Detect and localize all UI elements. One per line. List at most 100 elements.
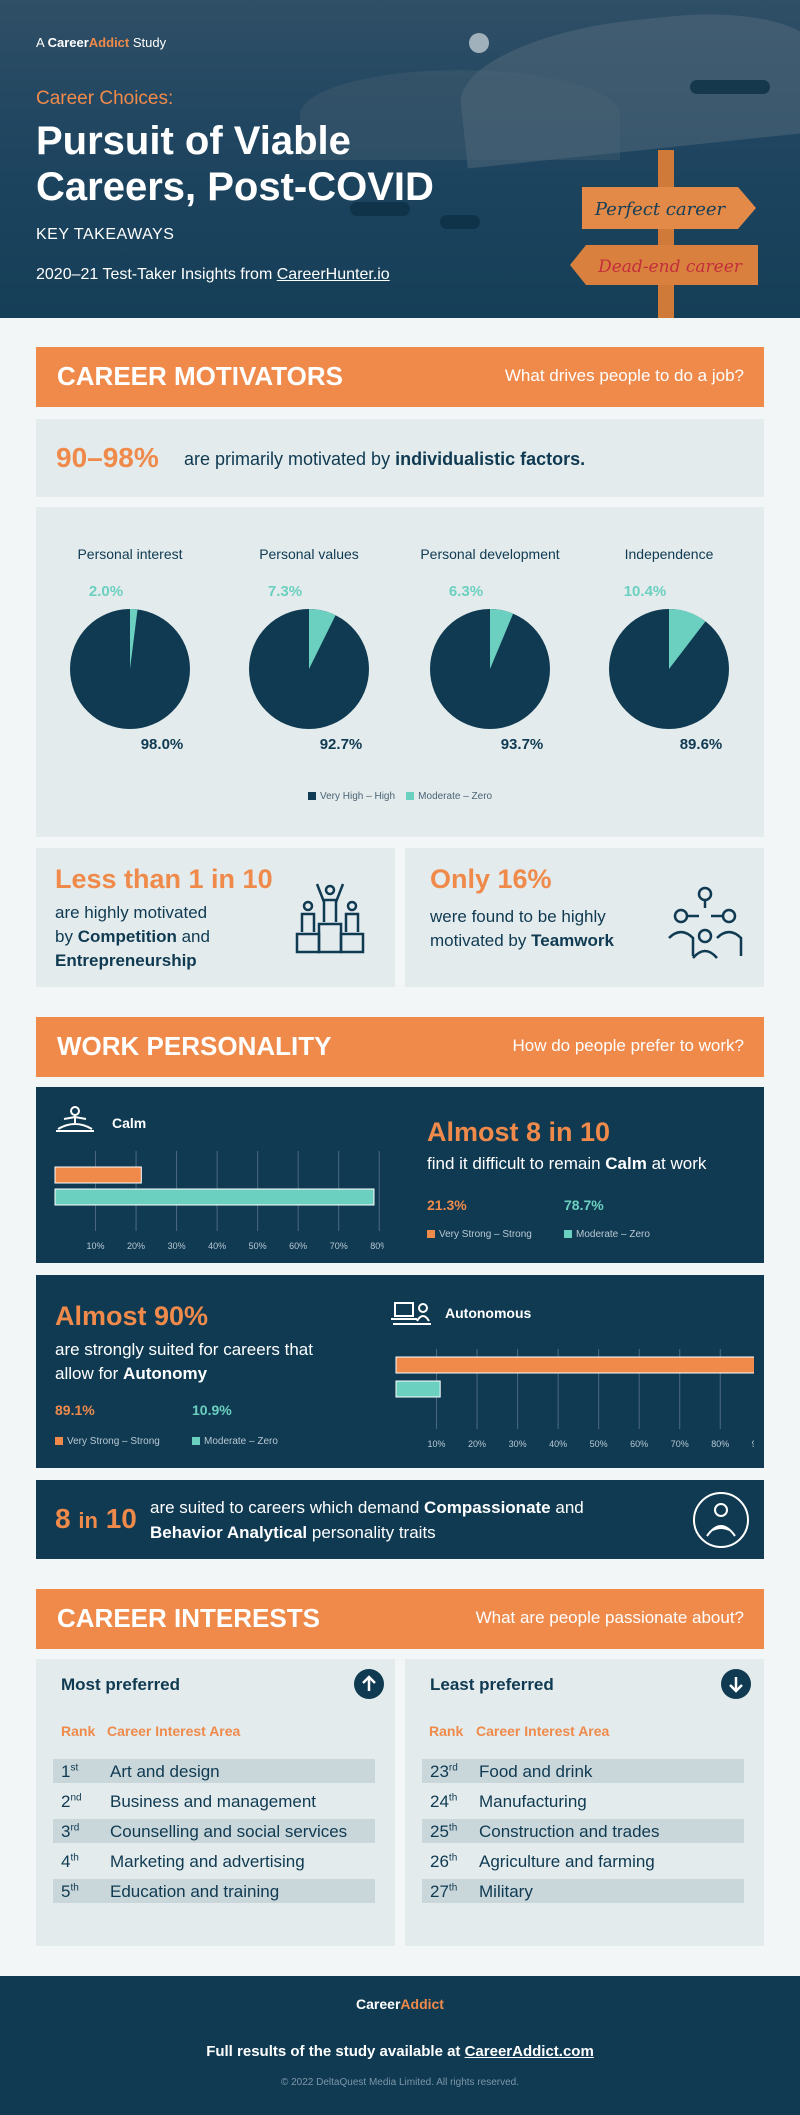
comp-stat: 8 in 10 — [55, 1503, 137, 1535]
competition-panel: Less than 1 in 10 are highly motivated b… — [36, 848, 395, 987]
rank-cell: 2nd — [61, 1792, 82, 1812]
mountain-shape — [300, 70, 620, 160]
section-question: How do people prefer to work? — [512, 1036, 744, 1055]
calm-legend-moderate: Moderate – Zero — [564, 1229, 650, 1240]
cloud-shape — [440, 215, 480, 229]
x-tick-label: 80% — [711, 1439, 729, 1449]
rank-number: 24 — [430, 1792, 449, 1811]
comp-text: are suited to careers which demand Compa… — [150, 1495, 670, 1545]
stat-number: 90–98% — [56, 442, 159, 473]
legend-swatch — [308, 792, 316, 800]
rank-suffix: th — [448, 1852, 458, 1864]
section-title: CAREER INTERESTS — [57, 1603, 320, 1633]
least-preferred-panel: Least preferred Rank Career Interest Are… — [405, 1659, 764, 1946]
careeraddict-link[interactable]: CareerAddict.com — [464, 2043, 594, 2060]
pie-legend: Very High – High Moderate – Zero — [308, 791, 492, 802]
auto-value-strong: 89.1% — [55, 1402, 95, 1418]
calm-text-bold: Calm — [605, 1154, 647, 1173]
auto-value-moderate: 10.9% — [192, 1402, 232, 1418]
rank-number: 2 — [61, 1792, 71, 1811]
pie-slice-minor — [490, 609, 514, 669]
calm-bar-chart: 10%20%30%40%50%60%70%80%90% — [54, 1151, 384, 1251]
rank-cell: 3rd — [61, 1822, 79, 1842]
x-tick-label: 50% — [249, 1241, 267, 1251]
rank-number: 27 — [430, 1882, 449, 1901]
less-line1: are highly motivated — [55, 903, 208, 922]
hero-header: A CareerAddict Study Career Choices: Pur… — [0, 0, 800, 318]
rank-cell: 26th — [430, 1852, 457, 1872]
auto-text: are strongly suited for careers that all… — [55, 1338, 313, 1386]
rank-cell: 24th — [430, 1792, 457, 1812]
pie-title: Personal interest — [77, 546, 182, 562]
calm-text-pre: find it difficult to remain — [427, 1154, 601, 1173]
stat-text-bold: individualistic factors. — [395, 449, 586, 469]
pie-title: Personal development — [420, 546, 559, 562]
x-tick-label: 20% — [468, 1439, 486, 1449]
calm-panel: Calm 10%20%30%40%50%60%70%80%90% Almost … — [36, 1087, 764, 1263]
meditation-icon — [56, 1106, 94, 1132]
table-row: 27th Military — [422, 1879, 744, 1903]
table-row: 26th Agriculture and farming — [422, 1849, 744, 1873]
careerhunter-link[interactable]: CareerHunter.io — [276, 266, 390, 283]
legend-swatch — [564, 1230, 572, 1238]
x-tick-label: 40% — [549, 1439, 567, 1449]
comp-pre: are suited to careers which demand — [150, 1498, 420, 1517]
table-row: 4th Marketing and advertising — [53, 1849, 375, 1873]
calm-legend-strong: Very Strong – Strong — [427, 1229, 532, 1240]
x-tick-label: 60% — [630, 1439, 648, 1449]
less-title: Less than 1 in 10 — [55, 864, 273, 894]
teamwork-panel: Only 16% were found to be highly motivat… — [405, 848, 764, 987]
legend-swatch — [427, 1230, 435, 1238]
area-cell: Counselling and social services — [110, 1822, 348, 1841]
x-tick-label: 10% — [428, 1439, 446, 1449]
most-preferred-panel: Most preferred Rank Career Interest Area… — [36, 1659, 395, 1946]
area-cell: Agriculture and farming — [479, 1852, 655, 1871]
compassion-panel: 8 in 10 are suited to careers which dema… — [36, 1480, 764, 1559]
rank-suffix: th — [448, 1822, 458, 1834]
autonomy-bar-chart: 10% 20% 30% 40% 50% 60% 70% 80% 90% — [395, 1349, 754, 1449]
footer-line: Full results of the study available at C… — [0, 2043, 800, 2060]
pie-label-minor: 2.0% — [89, 583, 123, 600]
rank-cell: 1st — [61, 1762, 78, 1782]
subtitle: KEY TAKEAWAYS — [36, 226, 175, 243]
rank-cell: 4th — [61, 1852, 79, 1872]
footer: CareerAddict Full results of the study a… — [0, 1976, 800, 2115]
legend-label: Moderate – Zero — [576, 1229, 650, 1240]
rank-suffix: th — [448, 1882, 458, 1894]
auto-line2-bold: Autonomy — [123, 1364, 208, 1383]
pie-charts-panel: Personal interest 2.0% 98.0% Personal value… — [36, 507, 764, 837]
stat-text: are primarily motivated by individualist… — [184, 449, 585, 470]
legend-label: Very High – High — [320, 791, 396, 802]
auto-legend-moderate: Moderate – Zero — [192, 1436, 278, 1447]
section-title: CAREER MOTIVATORS — [57, 361, 344, 391]
x-tick-label: 30% — [168, 1241, 186, 1251]
area-cell: Food and drink — [479, 1762, 593, 1781]
laptop-worker-icon — [391, 1302, 431, 1325]
only-line1: were found to be highly — [430, 907, 606, 926]
calm-text-post: at work — [651, 1154, 707, 1173]
autonomy-panel: Almost 90% are strongly suited for caree… — [36, 1275, 764, 1468]
rank-suffix: th — [448, 1792, 458, 1804]
bar-strong — [395, 1356, 754, 1374]
teamwork-icon — [668, 886, 743, 959]
section-question: What drives people to do a job? — [504, 366, 744, 385]
comp-stat-b: in — [78, 1508, 98, 1533]
pie-label-major: 93.7% — [501, 736, 544, 753]
calm-value-strong: 21.3% — [427, 1197, 467, 1213]
comp-and: and — [555, 1498, 584, 1517]
table-row: 23rd Food and drink — [422, 1759, 744, 1783]
x-tick-label: 70% — [671, 1439, 689, 1449]
pie-slice-minor — [130, 609, 138, 669]
pie-label-major: 92.7% — [320, 736, 363, 753]
brand-suffix: Study — [132, 35, 167, 50]
brand-line: A CareerAddict Study — [36, 35, 166, 50]
rank-cell: 23rd — [430, 1762, 458, 1782]
legend-label: Moderate – Zero — [418, 791, 493, 802]
section-question: What are people passionate about? — [475, 1608, 744, 1627]
only-title: Only 16% — [430, 864, 552, 894]
auto-label: Autonomous — [445, 1305, 532, 1321]
rank-number: 3 — [61, 1822, 71, 1841]
calm-label: Calm — [112, 1115, 147, 1131]
bar-moderate — [54, 1188, 375, 1206]
pie-label-major: 98.0% — [141, 736, 184, 753]
